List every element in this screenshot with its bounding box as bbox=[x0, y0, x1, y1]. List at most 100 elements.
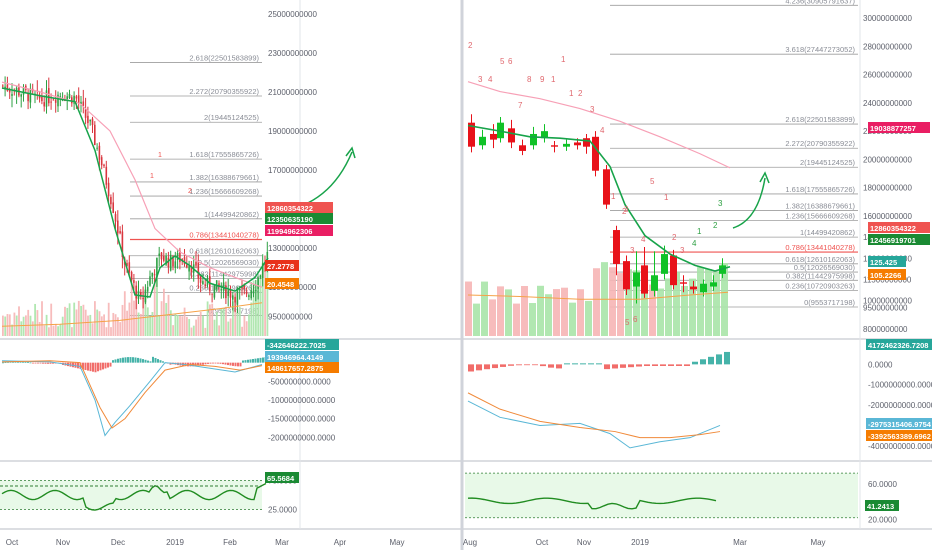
td-sequential-label: 3 bbox=[680, 246, 685, 255]
macd-histogram-bar bbox=[476, 364, 482, 371]
volume-bar bbox=[98, 311, 101, 336]
macd-histogram-bar bbox=[79, 362, 82, 369]
volume-bar bbox=[156, 276, 158, 336]
volume-bar bbox=[52, 325, 55, 336]
macd-histogram-bar bbox=[144, 359, 147, 363]
macd-histogram-bar bbox=[102, 362, 104, 370]
macd-histogram-bar bbox=[716, 354, 722, 365]
volume-bar bbox=[169, 310, 172, 336]
volume-bar bbox=[146, 307, 149, 336]
candle-body bbox=[690, 286, 697, 290]
macd-histogram-bar bbox=[588, 363, 594, 365]
candle-body bbox=[135, 285, 137, 299]
candle-body bbox=[490, 133, 497, 140]
y-tick-label: 20000000000 bbox=[863, 155, 912, 164]
macd-histogram-bar bbox=[620, 364, 626, 368]
price-badge-text: 11994962306 bbox=[267, 227, 312, 236]
volume-bar bbox=[80, 305, 82, 336]
macd-histogram-bar bbox=[708, 356, 714, 365]
fib-level-label: 3.618(27447273052) bbox=[785, 45, 855, 54]
td-sequential-label: 2 bbox=[578, 89, 583, 98]
candle-body bbox=[54, 99, 57, 103]
volume-bar bbox=[266, 270, 269, 336]
volume-bar bbox=[34, 303, 36, 336]
price-badge: 11994962306 bbox=[265, 225, 333, 236]
x-tick-label: Feb bbox=[223, 538, 237, 547]
candle-body bbox=[160, 252, 163, 260]
fib-level-label: 1(14499420862) bbox=[204, 210, 260, 219]
volume-bar bbox=[481, 281, 488, 336]
macd-y-tick-label: -1500000000.0000 bbox=[268, 415, 336, 424]
price-badge-text: 27.2778 bbox=[267, 262, 294, 271]
candle-body bbox=[623, 261, 630, 290]
macd-histogram-bar bbox=[32, 362, 34, 364]
td-sequential-label: 2 bbox=[713, 221, 718, 230]
macd-badge-text: -3392563389.6962 bbox=[868, 432, 931, 441]
x-tick-label: Mar bbox=[733, 538, 747, 547]
candle-body bbox=[519, 145, 526, 151]
volume-bar bbox=[697, 267, 704, 336]
td-sequential-label: 2 bbox=[188, 188, 192, 195]
macd-badge-bg bbox=[866, 430, 932, 441]
volume-bar bbox=[73, 302, 76, 336]
macd-y-tick-label: -2000000000.0000 bbox=[868, 401, 932, 410]
price-badge: 12860354322 bbox=[265, 202, 333, 213]
volume-bar bbox=[465, 281, 472, 336]
price-badge: 12456919701 bbox=[868, 234, 930, 245]
volume-bar bbox=[45, 314, 48, 336]
candle-body bbox=[91, 118, 94, 126]
volume-bar bbox=[250, 302, 253, 336]
candle-body bbox=[15, 87, 18, 93]
volume-bar bbox=[545, 294, 552, 336]
candle-body bbox=[641, 265, 648, 294]
volume-bar bbox=[112, 312, 115, 336]
candle-body bbox=[232, 295, 234, 300]
volume-bar bbox=[521, 286, 528, 336]
macd-badge-text: 148617657.2875 bbox=[267, 364, 323, 373]
volume-bar bbox=[569, 302, 576, 336]
volume-bar bbox=[220, 308, 223, 336]
macd-histogram-bar bbox=[44, 362, 47, 364]
price-badge-text: 20.4548 bbox=[267, 280, 294, 289]
macd-histogram-bar bbox=[92, 362, 94, 372]
volume-bar bbox=[140, 313, 142, 336]
candle-body bbox=[479, 136, 486, 146]
macd-histogram-bar bbox=[94, 362, 97, 373]
volume-bar bbox=[165, 302, 168, 336]
macd-histogram-bar bbox=[107, 362, 109, 368]
volume-bar bbox=[195, 319, 197, 336]
macd-y-tick-label: -500000000.0000 bbox=[268, 377, 331, 386]
macd-badge-bg bbox=[866, 418, 932, 429]
x-tick-label: Aug bbox=[463, 538, 477, 547]
candle-body bbox=[84, 109, 87, 118]
x-tick-label: Oct bbox=[6, 538, 19, 547]
volume-bar bbox=[6, 314, 9, 336]
td-sequential-label: 5 bbox=[625, 318, 630, 327]
macd-histogram-bar bbox=[117, 358, 119, 363]
volume-bar bbox=[181, 316, 184, 336]
macd-histogram-bar bbox=[492, 364, 498, 369]
volume-bar bbox=[144, 296, 147, 336]
volume-bar bbox=[153, 277, 156, 336]
candle-body bbox=[94, 124, 96, 146]
macd-histogram-bar bbox=[204, 362, 207, 365]
macd-histogram-bar bbox=[580, 363, 586, 365]
candle-body bbox=[77, 95, 80, 104]
macd-histogram-bar bbox=[232, 362, 234, 366]
candle-body bbox=[583, 138, 590, 147]
candle-body bbox=[96, 147, 98, 149]
x-tick-label: Apr bbox=[334, 538, 347, 547]
td-sequential-label: 3 bbox=[624, 205, 629, 214]
x-tick-label: 2019 bbox=[166, 538, 184, 547]
volume-bar bbox=[82, 304, 85, 336]
macd-histogram-bar bbox=[532, 364, 538, 366]
volume-bar bbox=[31, 321, 34, 336]
candle-body bbox=[38, 94, 41, 99]
macd-badge: 148617657.2875 bbox=[265, 362, 339, 373]
volume-bar bbox=[197, 316, 200, 336]
macd-histogram-bar bbox=[219, 362, 222, 364]
td-sequential-label: 1 bbox=[158, 152, 162, 159]
candle-body bbox=[261, 263, 264, 279]
candle-body bbox=[11, 94, 13, 96]
candle-body bbox=[163, 255, 165, 261]
